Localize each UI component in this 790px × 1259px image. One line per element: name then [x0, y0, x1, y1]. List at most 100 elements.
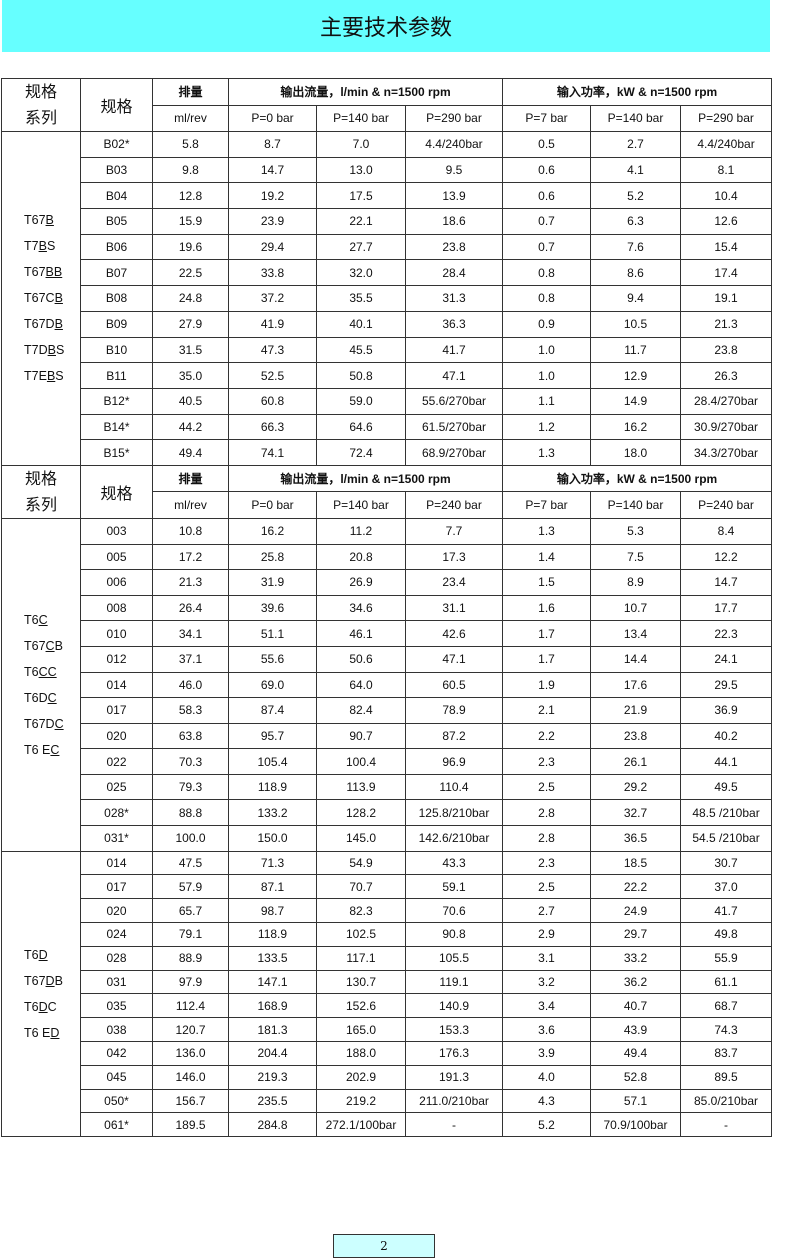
value-cell: 1.6 [502, 594, 591, 622]
table-row: B11 35.0 52.5 50.8 47.1 1.0 12.9 26.3 [2, 362, 773, 389]
series-name-part: T7E [24, 369, 47, 384]
value-cell: 44.2 [152, 413, 229, 441]
value-cell: 202.9 [316, 1064, 406, 1090]
value-cell: 14.9 [590, 387, 681, 415]
table-row: B04 12.8 19.2 17.5 13.9 0.6 5.2 10.4 [2, 182, 773, 210]
value-cell: 1.3 [502, 439, 591, 466]
value-cell: 63.8 [152, 722, 229, 750]
value-cell: 24.1 [679, 645, 773, 673]
value-cell: 165.0 [316, 1017, 406, 1043]
series-name-part: B [54, 638, 63, 653]
value-cell: 118.9 [228, 773, 317, 801]
value-cell: 44.1 [679, 748, 773, 775]
value-cell: 97.9 [152, 969, 229, 995]
value-cell: 37.2 [228, 285, 317, 312]
value-cell: 21.9 [590, 697, 681, 724]
value-cell: 176.3 [405, 1041, 503, 1066]
table-row: 022 70.3 105.4 100.4 96.9 2.3 26.1 44.1 [2, 748, 773, 775]
value-cell: 41.7 [405, 336, 503, 364]
model-cell: B03 [80, 156, 153, 184]
value-cell: 1.1 [502, 387, 591, 415]
value-cell: 41.7 [679, 898, 773, 924]
model-cell: 022 [80, 748, 153, 775]
value-cell: 204.4 [228, 1041, 317, 1066]
table-row: 017 58.3 87.4 82.4 78.9 2.1 21.9 36.9 [2, 697, 773, 724]
value-cell: 24.9 [590, 898, 681, 924]
value-cell: 0.7 [502, 233, 591, 261]
value-cell: 147.1 [228, 969, 317, 995]
value-cell: 13.4 [590, 620, 681, 647]
value-cell: 1.7 [502, 645, 591, 673]
value-cell: 60.8 [228, 387, 317, 415]
value-cell: 90.8 [405, 922, 503, 947]
value-cell: 48.5 /210bar [679, 799, 773, 827]
value-cell: 9.4 [590, 285, 681, 312]
value-cell: 79.3 [152, 773, 229, 801]
value-cell: 0.8 [502, 285, 591, 312]
value-cell: 113.9 [316, 773, 406, 801]
value-cell: 5.2 [502, 1112, 591, 1138]
model-cell: 006 [80, 569, 153, 596]
table-row: B03 9.8 14.7 13.0 9.5 0.6 4.1 8.1 [2, 156, 773, 184]
series-name: T7EBS [24, 363, 80, 389]
header-row: ml/rev P=0 bar P=140 bar P=290 bar P=7 bar P=… [2, 104, 773, 132]
series-name-part: B [47, 343, 56, 358]
value-cell: 133.5 [228, 945, 317, 971]
value-cell: 13.9 [405, 182, 503, 210]
series-name-part: D [45, 973, 55, 988]
series-cell: T6D T67DB T6DC T6 ED [1, 850, 81, 1138]
series-name-part: C [45, 638, 55, 653]
model-cell: 028 [80, 945, 153, 971]
model-cell: 020 [80, 722, 153, 750]
model-cell: 005 [80, 543, 153, 571]
model-cell: 038 [80, 1017, 153, 1043]
table-row: B12* 40.5 60.8 59.0 55.6/270bar 1.1 14.9 28.4/2… [2, 387, 773, 415]
value-cell: 49.4 [590, 1041, 681, 1066]
value-cell: 87.2 [405, 722, 503, 750]
value-cell: 9.8 [152, 156, 229, 184]
value-cell: 31.5 [152, 336, 229, 364]
value-cell: 19.1 [679, 285, 773, 312]
series-name-part: B [54, 291, 63, 306]
value-cell: 18.6 [405, 208, 503, 235]
table-row: 042 136.0 204.4 188.0 176.3 3.9 49.4 83.7 [2, 1041, 773, 1066]
table-row: B07 22.5 33.8 32.0 28.4 0.8 8.6 17.4 [2, 259, 773, 287]
model-cell: B09 [80, 310, 153, 338]
series-name: T6 ED [24, 1020, 80, 1046]
value-cell: 37.1 [152, 645, 229, 673]
value-cell: 65.7 [152, 898, 229, 924]
value-cell: 71.3 [228, 850, 317, 876]
value-cell: 100.0 [152, 825, 229, 852]
value-cell: 72.4 [316, 439, 406, 466]
value-cell: 11.2 [316, 517, 406, 545]
model-cell: B11 [80, 362, 153, 389]
model-cell: 028* [80, 799, 153, 827]
value-cell: 2.7 [502, 898, 591, 924]
value-cell: 140.9 [405, 993, 503, 1019]
model-cell: B05 [80, 208, 153, 235]
value-cell: 34.6 [316, 594, 406, 622]
value-cell: 4.0 [502, 1064, 591, 1090]
value-cell: 35.5 [316, 285, 406, 312]
value-cell: 83.7 [679, 1041, 773, 1066]
table-row: 028* 88.8 133.2 128.2 125.8/210bar 2.8 32.7 48.… [2, 799, 773, 827]
value-cell: 90.7 [316, 722, 406, 750]
value-cell: 26.1 [590, 748, 681, 775]
value-cell: 219.2 [316, 1088, 406, 1114]
value-cell: 18.5 [590, 850, 681, 876]
value-cell: 18.0 [590, 439, 681, 466]
series-name-part: B [54, 317, 63, 332]
value-cell: 87.4 [228, 697, 317, 724]
value-cell: 43.3 [405, 850, 503, 876]
value-cell: 57.1 [590, 1088, 681, 1114]
value-cell: 4.4/240bar [679, 131, 773, 158]
value-cell: 3.1 [502, 945, 591, 971]
value-cell: 59.1 [405, 874, 503, 900]
value-cell: 45.5 [316, 336, 406, 364]
series-name: T6 EC [24, 737, 80, 763]
value-cell: 1.7 [502, 620, 591, 647]
model-cell: 031* [80, 825, 153, 852]
model-cell: B12* [80, 387, 153, 415]
series-name-part: T6 [24, 947, 39, 962]
value-cell: - [679, 1112, 773, 1138]
